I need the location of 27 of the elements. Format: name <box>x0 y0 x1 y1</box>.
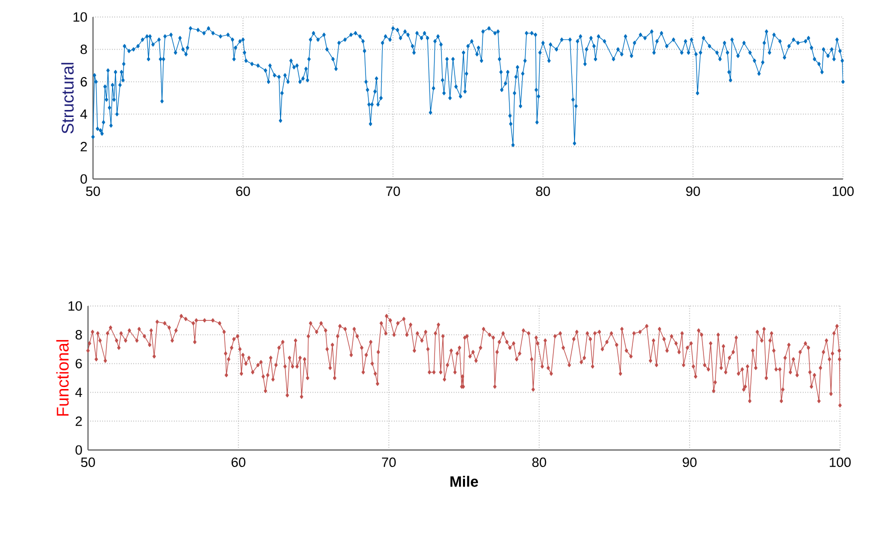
x-tick-label: 50 <box>81 458 95 468</box>
y-tick-label: 8 <box>76 330 82 340</box>
y-tick-label: 6 <box>76 358 82 368</box>
y-tick-label: 0 <box>80 174 87 184</box>
x-tick-label: 70 <box>382 458 396 468</box>
y-tick-label: 2 <box>76 416 82 426</box>
x-tick-label: 90 <box>682 458 697 468</box>
x-tick-label: 50 <box>86 186 100 196</box>
x-tick-label: 80 <box>532 458 546 468</box>
y-tick-label: 4 <box>80 110 88 119</box>
x-tick-label: 60 <box>232 458 246 468</box>
y-tick-label: 2 <box>80 142 87 152</box>
x-tick-label: 100 <box>830 458 851 468</box>
y-tick-label: 8 <box>80 44 87 54</box>
y-tick-label: 6 <box>80 77 87 87</box>
y-tick-label: 0 <box>76 445 82 455</box>
y-axis-title: Functional <box>56 340 69 416</box>
x-tick-label: 100 <box>832 186 854 196</box>
x-tick-label: 80 <box>536 186 550 196</box>
y-tick-label: 10 <box>68 301 82 311</box>
x-tick-label: 90 <box>686 186 700 196</box>
y-tick-label: 10 <box>74 12 87 22</box>
x-axis-title: Mile <box>450 476 478 487</box>
x-tick-label: 60 <box>236 186 250 196</box>
y-tick-label: 4 <box>75 388 82 398</box>
x-tick-label: 70 <box>386 186 400 196</box>
y-axis-title: Structural <box>61 62 74 134</box>
